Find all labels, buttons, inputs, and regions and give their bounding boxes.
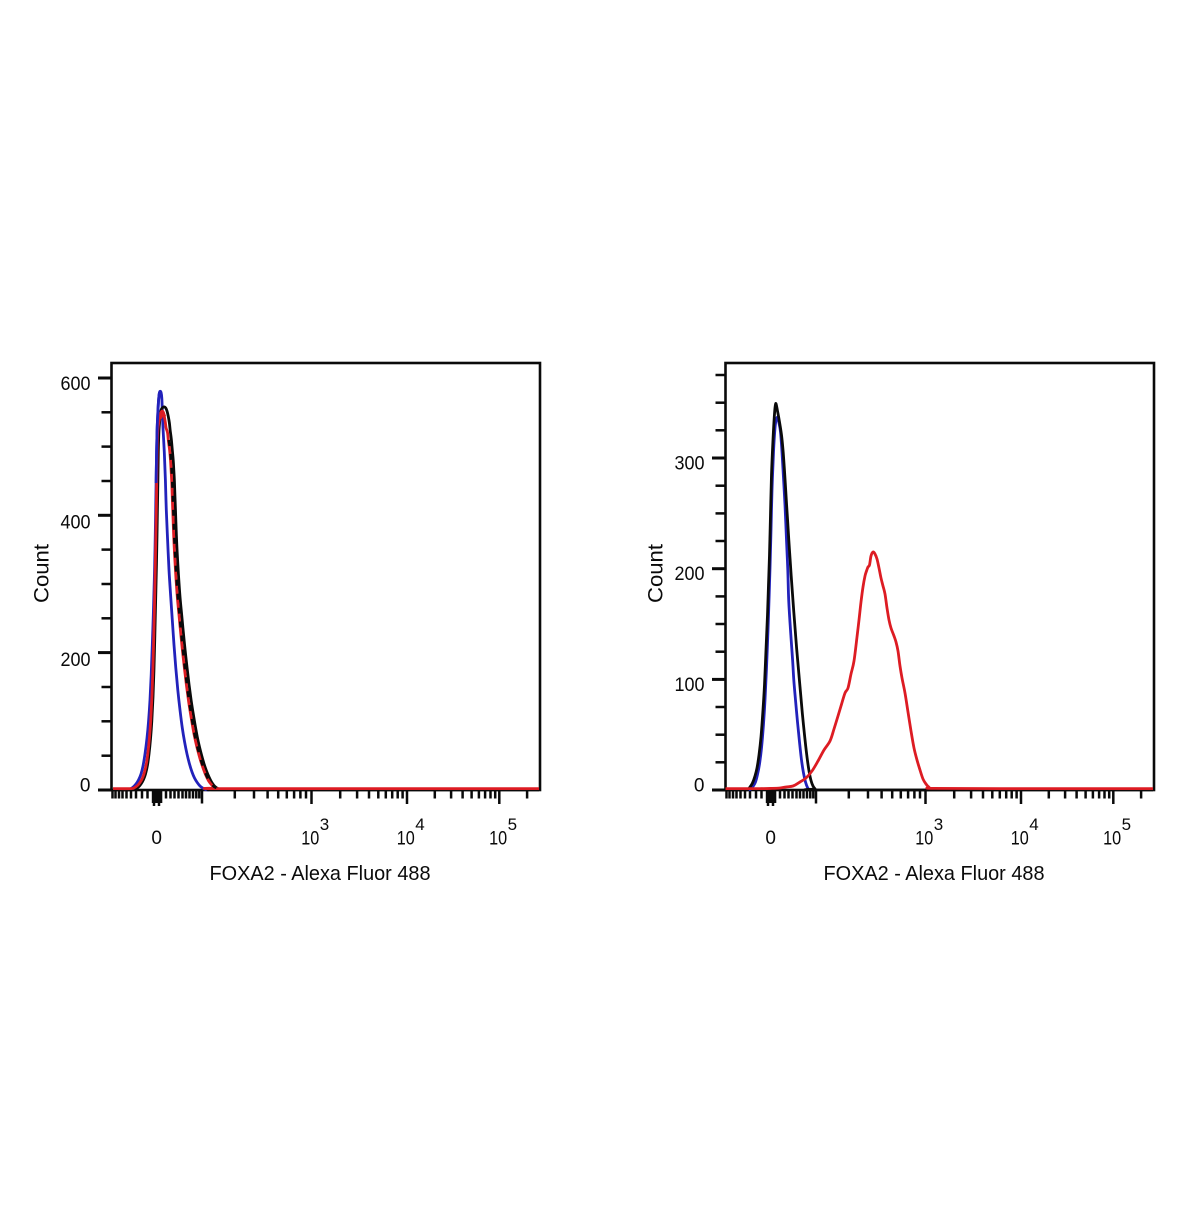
svg-text:600: 600	[61, 374, 91, 395]
svg-text:Count: Count	[645, 544, 668, 603]
svg-text:FOXA2 - Alexa Fluor 488: FOXA2 - Alexa Fluor 488	[824, 863, 1045, 885]
svg-text:5: 5	[1122, 815, 1131, 834]
svg-text:10: 10	[915, 829, 933, 850]
svg-text:10: 10	[1011, 829, 1029, 850]
svg-text:200: 200	[675, 564, 705, 585]
svg-text:10: 10	[397, 829, 415, 850]
svg-text:4: 4	[1029, 815, 1038, 834]
svg-text:200: 200	[61, 650, 91, 671]
svg-text:10: 10	[489, 829, 507, 850]
svg-text:300: 300	[675, 454, 705, 475]
svg-text:0: 0	[765, 828, 776, 849]
svg-text:FOXA2 - Alexa Fluor 488: FOXA2 - Alexa Fluor 488	[210, 863, 431, 885]
svg-text:10: 10	[301, 829, 319, 850]
svg-text:0: 0	[80, 776, 91, 797]
svg-text:0: 0	[694, 776, 705, 797]
svg-text:3: 3	[934, 815, 943, 834]
svg-text:400: 400	[61, 512, 91, 533]
svg-text:0: 0	[151, 828, 162, 849]
svg-text:3: 3	[320, 815, 329, 834]
svg-text:100: 100	[675, 675, 705, 696]
svg-text:10: 10	[1103, 829, 1121, 850]
svg-text:5: 5	[508, 815, 517, 834]
svg-text:Count: Count	[31, 544, 54, 603]
svg-text:4: 4	[415, 815, 424, 834]
